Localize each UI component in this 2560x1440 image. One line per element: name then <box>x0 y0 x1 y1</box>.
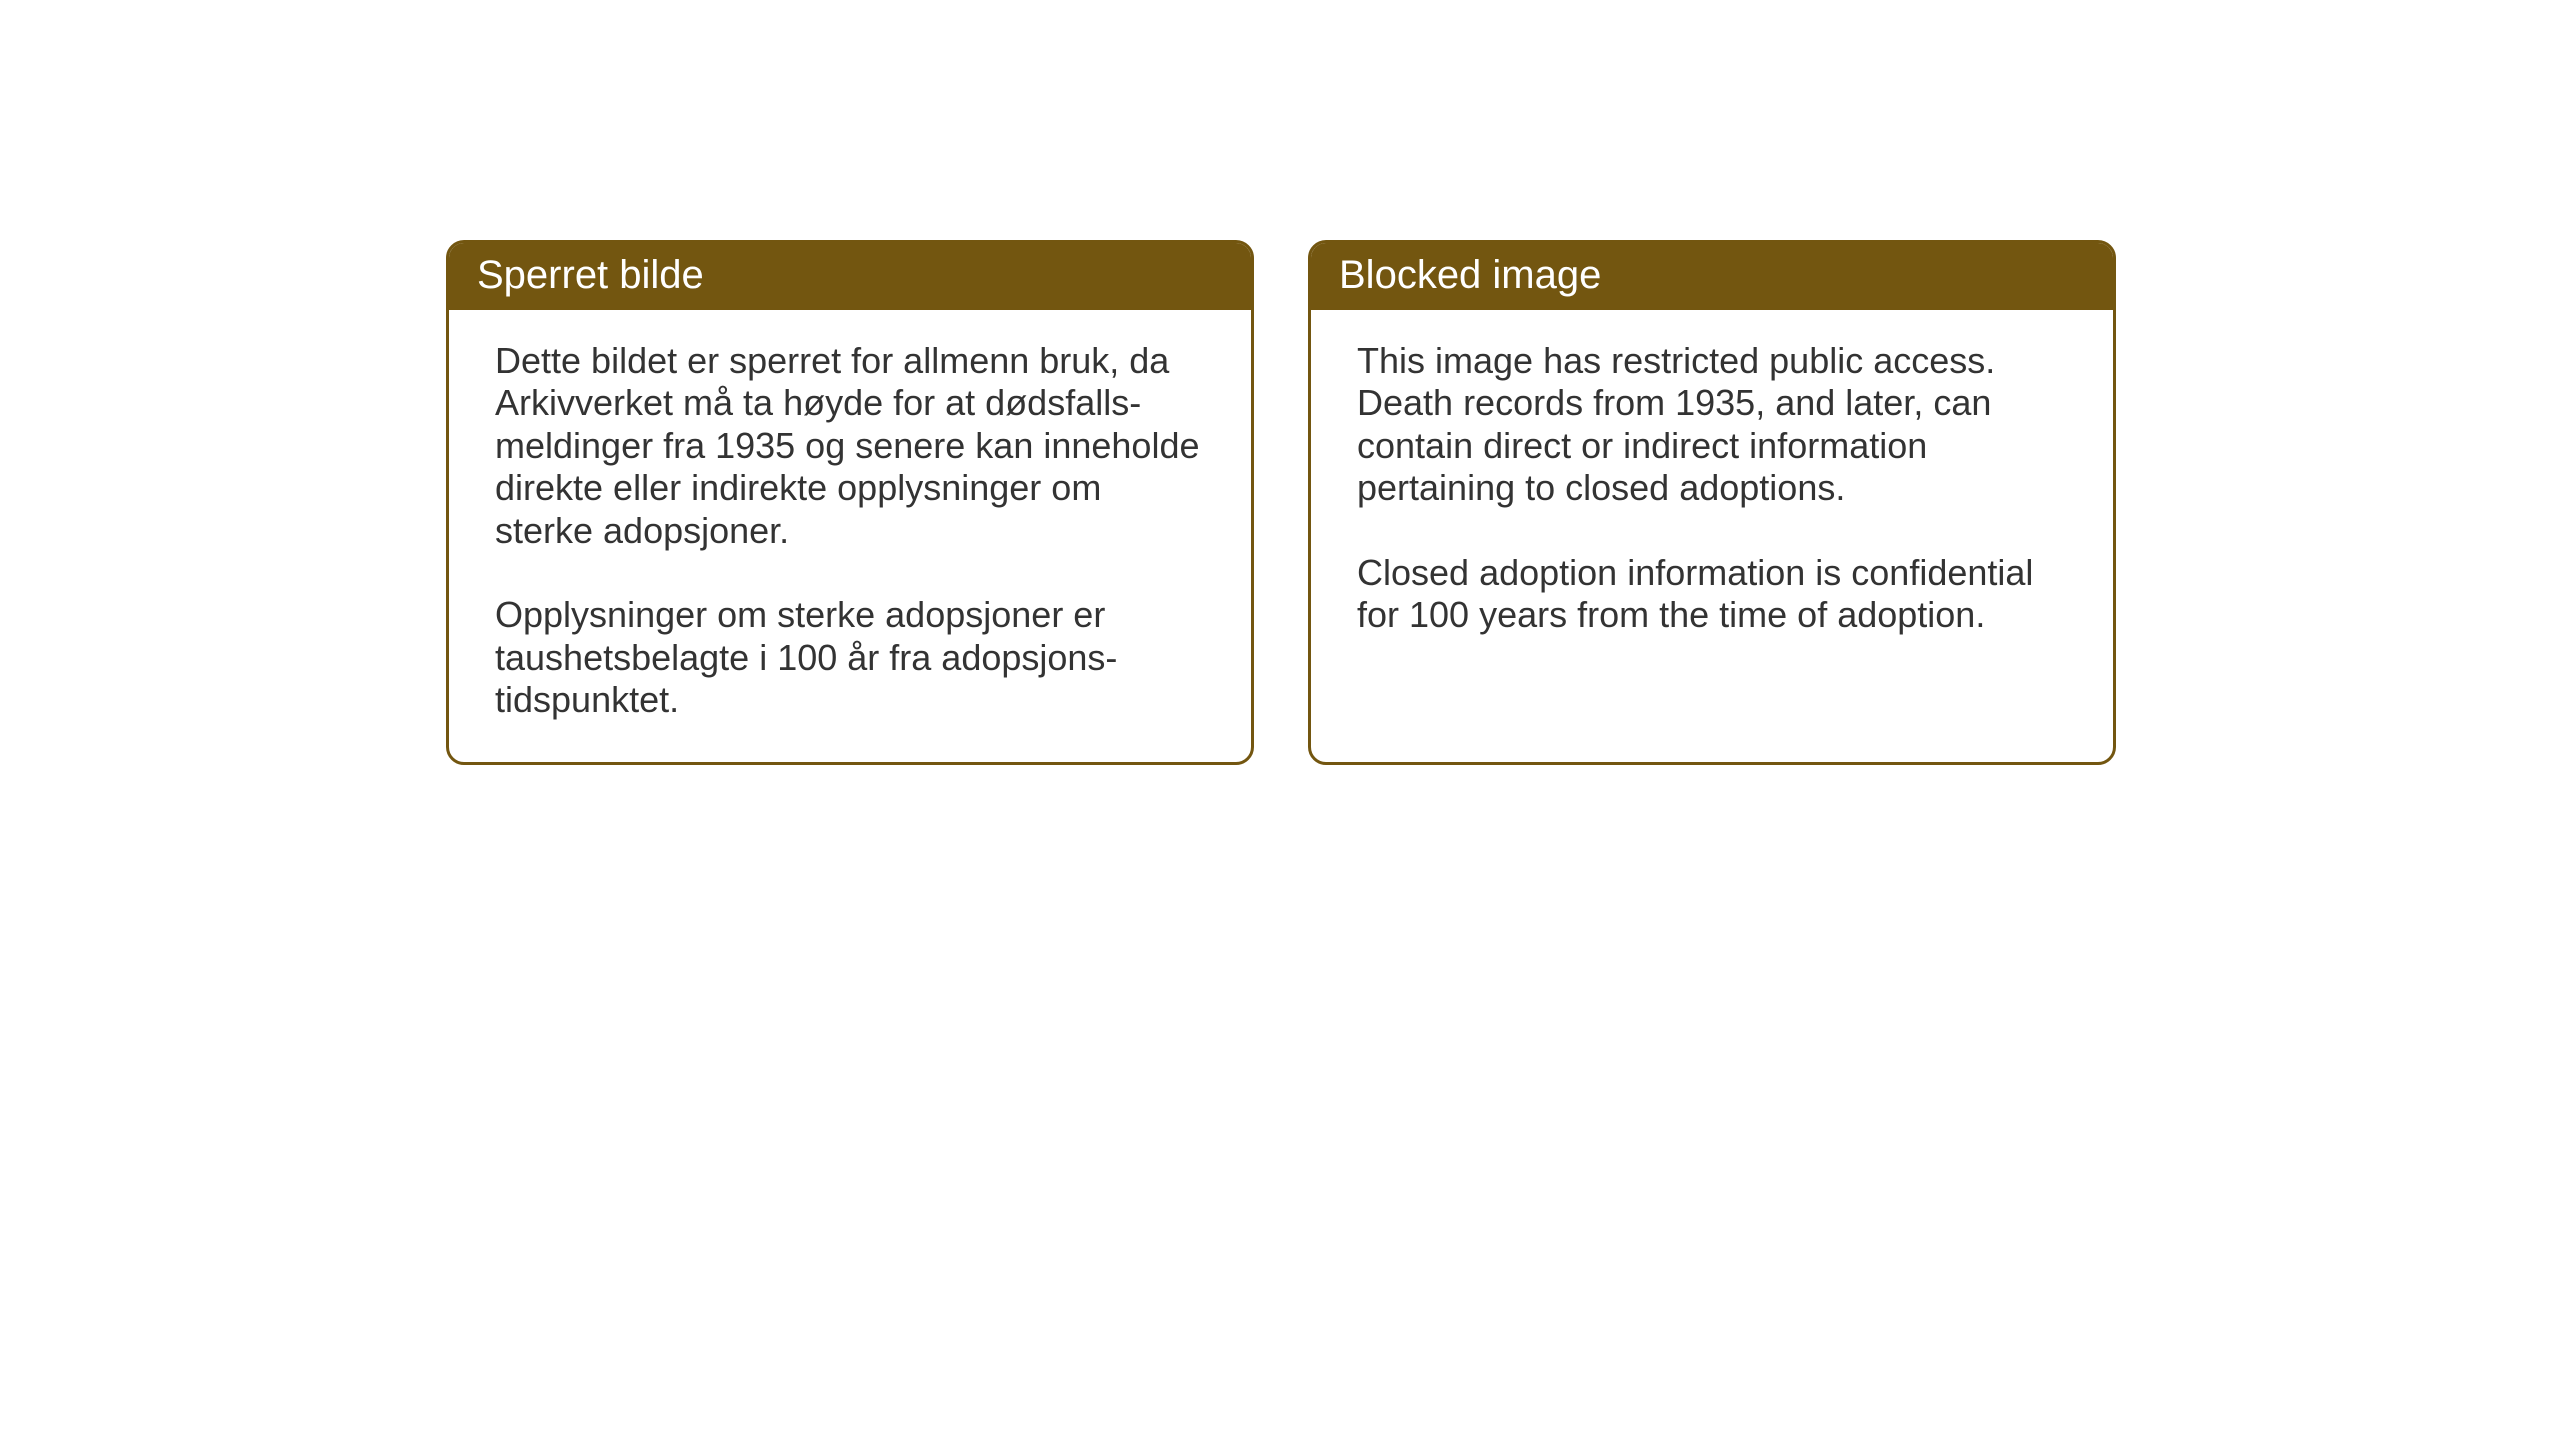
norwegian-paragraph-2: Opplysninger om sterke adopsjoner er tau… <box>495 594 1205 721</box>
english-paragraph-1: This image has restricted public access.… <box>1357 340 2067 510</box>
english-card-body: This image has restricted public access.… <box>1311 310 2113 740</box>
english-card-title: Blocked image <box>1311 243 2113 310</box>
norwegian-card-body: Dette bildet er sperret for allmenn bruk… <box>449 310 1251 762</box>
norwegian-notice-card: Sperret bilde Dette bildet er sperret fo… <box>446 240 1254 765</box>
norwegian-paragraph-1: Dette bildet er sperret for allmenn bruk… <box>495 340 1205 552</box>
notice-container: Sperret bilde Dette bildet er sperret fo… <box>446 240 2116 765</box>
english-paragraph-2: Closed adoption information is confident… <box>1357 552 2067 637</box>
english-notice-card: Blocked image This image has restricted … <box>1308 240 2116 765</box>
norwegian-card-title: Sperret bilde <box>449 243 1251 310</box>
